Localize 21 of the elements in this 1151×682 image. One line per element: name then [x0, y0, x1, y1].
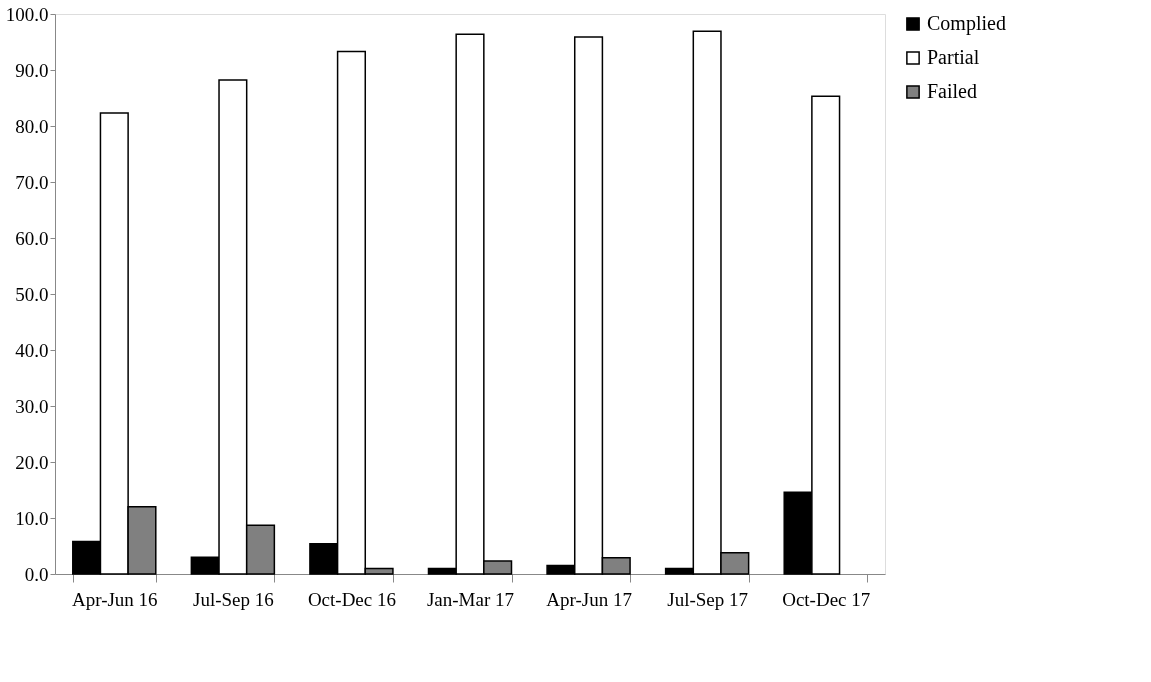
y-tick-label: 20.0	[15, 451, 49, 473]
y-tick-label: 60.0	[15, 227, 49, 249]
x-tick-label: Oct-Dec 17	[782, 588, 871, 610]
x-tick-label: Apr-Jun 17	[546, 588, 632, 610]
y-tick-label: 40.0	[15, 339, 49, 361]
y-tick-label: 0.0	[24, 563, 49, 585]
x-tick-label: Jul-Sep 17	[667, 588, 749, 610]
x-tick-label: Oct-Dec 16	[307, 588, 396, 610]
y-tick-label: 30.0	[15, 395, 49, 417]
y-tick-label: 10.0	[15, 507, 49, 529]
y-tick-label: 50.0	[15, 283, 49, 305]
x-tick-label: Apr-Jun 16	[71, 588, 158, 610]
legend-label: Complied	[927, 12, 1006, 35]
legend-label: Failed	[927, 80, 977, 102]
y-tick-label: 90.0	[15, 59, 49, 81]
y-tick-label: 100.0	[5, 3, 49, 25]
y-tick-label: 70.0	[15, 171, 49, 193]
legend-label: Partial	[927, 46, 980, 68]
x-tick-label: Jul-Sep 16	[192, 588, 274, 610]
y-tick-label: 80.0	[15, 115, 49, 137]
x-tick-label: Jan-Mar 17	[426, 588, 515, 610]
